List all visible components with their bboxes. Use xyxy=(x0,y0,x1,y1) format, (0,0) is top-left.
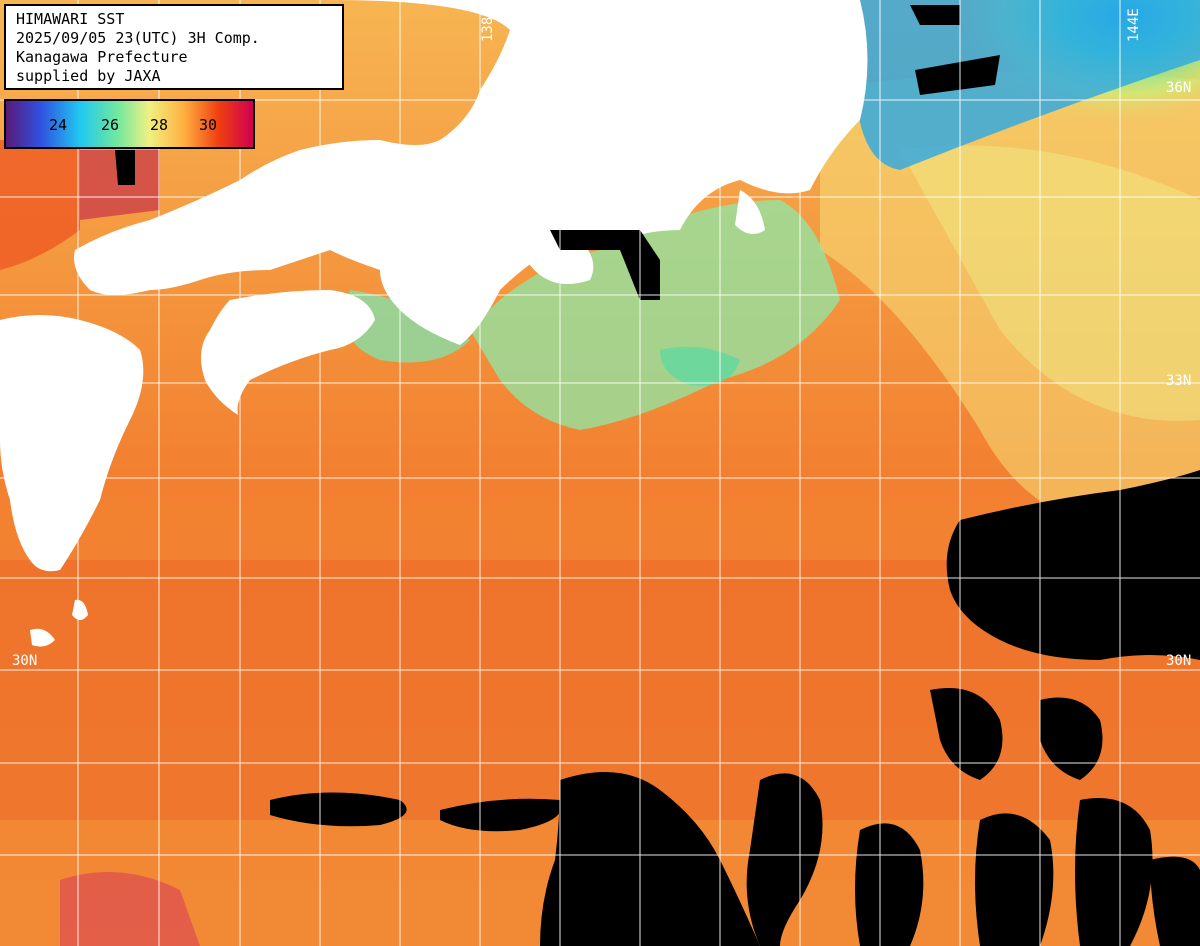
cloud-south-streak-4 xyxy=(1075,798,1153,946)
cloud-east-large xyxy=(946,470,1200,660)
cloud-south-streak-3 xyxy=(975,813,1054,946)
warm-area-west xyxy=(0,140,80,270)
color-scale-bar xyxy=(6,101,253,147)
cloud-kii xyxy=(550,230,660,300)
cloud-south-1 xyxy=(270,792,407,827)
lon-label-144e: 144E xyxy=(1126,8,1142,42)
cloud-south-se xyxy=(1150,856,1200,946)
coastal-cool-band-2 xyxy=(344,290,470,363)
land-kyushu xyxy=(0,315,144,572)
land-tanegashima xyxy=(30,628,55,647)
info-title: HIMAWARI SST xyxy=(16,10,125,28)
cold-water-ne-blue xyxy=(855,0,1200,170)
legend-label-30: 30 xyxy=(198,116,218,134)
land-honshu xyxy=(74,0,868,345)
lat-label-36n-right: 36N xyxy=(1166,80,1192,96)
color-scale-legend: 24 26 28 30 xyxy=(4,99,255,149)
info-supplier: supplied by JAXA xyxy=(16,67,161,85)
cloud-south-2 xyxy=(440,798,562,832)
lat-label-33n-right: 33N xyxy=(1166,373,1192,389)
cloud-south-streak-1 xyxy=(746,773,823,946)
cloud-mid-east xyxy=(1040,697,1103,780)
cloud-south-big xyxy=(540,772,760,946)
hot-spot-sw xyxy=(60,872,200,946)
land-shikoku xyxy=(201,290,375,415)
info-prefecture: Kanagawa Prefecture xyxy=(16,48,188,66)
cloud-ne-streak xyxy=(915,55,1000,95)
legend-label-24: 24 xyxy=(48,116,68,134)
land-izu xyxy=(735,190,765,234)
cloud-northeast xyxy=(910,5,960,25)
lat-label-30n-left: 30N xyxy=(12,653,38,669)
lat-label-30n-right: 30N xyxy=(1166,653,1192,669)
info-datetime: 2025/09/05 23(UTC) 3H Comp. xyxy=(16,29,260,47)
legend-label-26: 26 xyxy=(100,116,120,134)
legend-label-28: 28 xyxy=(149,116,169,134)
cloud-east-mid xyxy=(930,688,1003,780)
coastal-cool-band xyxy=(470,200,840,430)
lon-label-138e: 138E xyxy=(480,8,496,42)
land-yakushima xyxy=(72,599,88,620)
cloud-kyushu-north xyxy=(115,150,135,185)
cloud-south-streak-2 xyxy=(855,823,924,946)
info-panel: HIMAWARI SST 2025/09/05 23(UTC) 3H Comp.… xyxy=(4,4,344,90)
